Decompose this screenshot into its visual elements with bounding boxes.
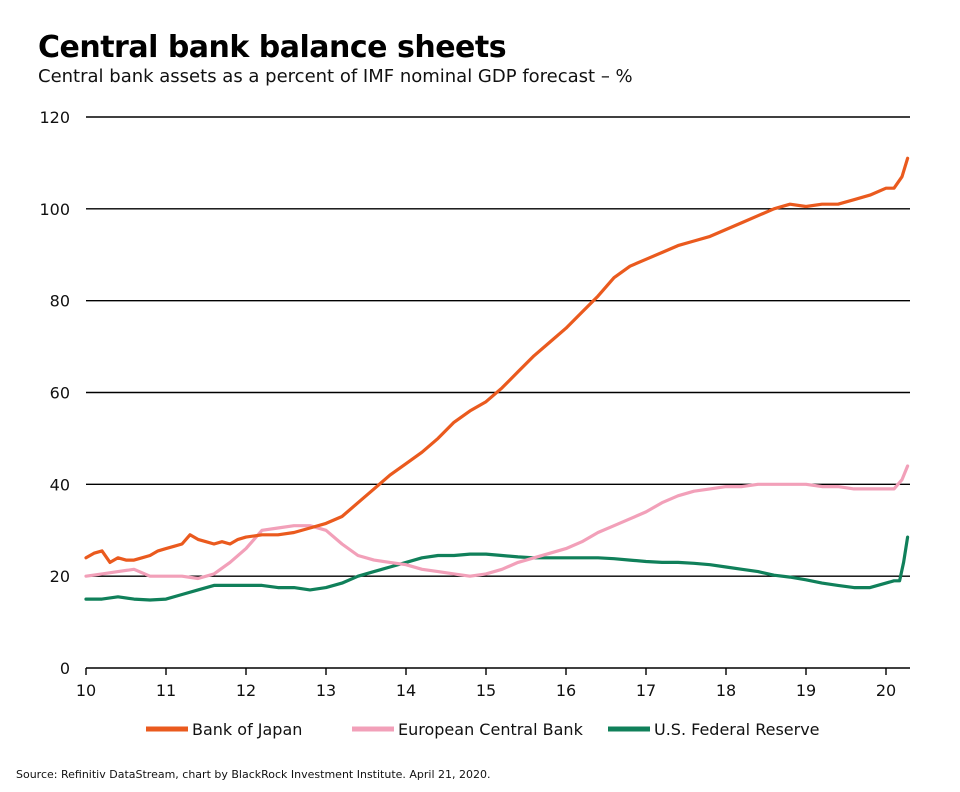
x-tick-label: 10 (76, 681, 96, 700)
series-line-bank-of-japan (84, 156, 910, 564)
source-note: Source: Refinitiv DataStream, chart by B… (16, 768, 491, 781)
x-tick-label: 19 (796, 681, 816, 700)
y-tick-label: 20 (50, 567, 70, 586)
legend: Bank of Japan European Central Bank U.S. F… (146, 720, 820, 739)
legend-label: U.S. Federal Reserve (654, 720, 820, 739)
y-tick-label: 60 (50, 384, 70, 403)
chart-subtitle: Central bank assets as a percent of IMF … (38, 66, 633, 87)
x-tick-label: 17 (636, 681, 656, 700)
y-tick-label: 40 (50, 475, 70, 494)
x-tick-label: 11 (156, 681, 176, 700)
x-tick-label: 14 (396, 681, 416, 700)
x-tick-label: 18 (716, 681, 736, 700)
y-tick-label: 80 (50, 292, 70, 311)
grid-lines (86, 116, 910, 577)
legend-label: European Central Bank (398, 720, 584, 739)
y-tick-label: 120 (39, 108, 70, 127)
series-line-u-s-federal-reserve (84, 535, 910, 602)
x-tick-label: 13 (316, 681, 336, 700)
x-axis: 10 11 12 13 14 15 16 17 18 19 20 (76, 667, 910, 700)
x-tick-label: 16 (556, 681, 576, 700)
series-lines (84, 156, 910, 602)
x-tick-label: 15 (476, 681, 496, 700)
y-tick-label: 100 (39, 200, 70, 219)
chart-title: Central bank balance sheets (38, 30, 507, 65)
y-tick-label: 0 (60, 659, 70, 678)
legend-label: Bank of Japan (192, 720, 302, 739)
x-tick-label: 12 (236, 681, 256, 700)
x-tick-label: 20 (876, 681, 896, 700)
y-axis-tick-labels: 0 20 40 60 80 100 120 (39, 108, 70, 678)
series-line-european-central-bank (84, 464, 910, 581)
